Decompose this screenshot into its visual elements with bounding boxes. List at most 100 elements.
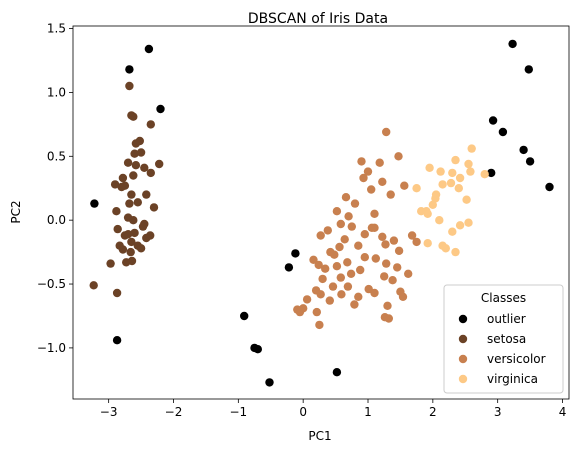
point-versicolor-51: [337, 290, 346, 299]
legend: Classes outlier setosa versicolor virginica: [443, 284, 564, 394]
point-versicolor-17: [360, 230, 369, 239]
point-virginica-27: [431, 194, 440, 203]
point-setosa-13: [117, 182, 126, 192]
point-setosa-2: [129, 112, 138, 121]
point-virginica-18: [435, 216, 444, 225]
point-setosa-6: [136, 148, 146, 157]
point-versicolor-20: [316, 231, 325, 240]
point-versicolor-39: [318, 274, 327, 284]
point-setosa-10: [129, 171, 138, 180]
point-versicolor-7: [359, 173, 368, 183]
point-versicolor-56: [325, 296, 334, 305]
point-versicolor-26: [381, 240, 390, 249]
point-virginica-6: [455, 173, 465, 183]
point-versicolor-0: [382, 127, 391, 137]
point-versicolor-2: [375, 158, 384, 167]
point-virginica-8: [438, 180, 447, 189]
point-setosa-39: [89, 281, 98, 290]
point-virginica-1: [451, 155, 460, 165]
y-tick-label: −1.0: [37, 341, 66, 355]
point-outlier-11: [332, 368, 342, 377]
point-versicolor-5: [363, 167, 373, 176]
point-versicolor-46: [328, 282, 338, 291]
point-versicolor-6: [378, 177, 387, 186]
legend-label-virginica: virginica: [487, 372, 538, 386]
point-outlier-13: [498, 127, 508, 137]
point-virginica-7: [446, 178, 456, 188]
point-setosa-15: [146, 168, 155, 178]
point-versicolor-1: [394, 152, 403, 161]
point-versicolor-28: [394, 246, 404, 255]
point-versicolor-49: [388, 276, 397, 285]
point-versicolor-52: [354, 292, 363, 301]
point-versicolor-19: [340, 235, 349, 244]
point-outlier-3: [90, 199, 99, 208]
point-outlier-18: [545, 182, 554, 192]
point-versicolor-37: [382, 259, 391, 268]
point-setosa-38: [112, 288, 122, 298]
point-versicolor-8: [367, 185, 376, 194]
point-outlier-12: [488, 116, 498, 125]
legend-marker-outlier: [458, 314, 468, 324]
point-virginica-22: [423, 239, 432, 248]
point-setosa-16: [127, 190, 136, 199]
legend-marker-setosa: [458, 334, 468, 344]
point-versicolor-24: [378, 232, 387, 241]
point-setosa-7: [146, 120, 155, 129]
point-setosa-0: [125, 81, 134, 91]
point-virginica-20: [455, 221, 465, 230]
point-virginica-0: [467, 144, 476, 153]
y-tick-label: 1.0: [47, 85, 66, 99]
x-axis-label: PC1: [308, 429, 331, 443]
point-versicolor-14: [336, 219, 345, 229]
point-outlier-10: [291, 249, 300, 258]
point-setosa-34: [142, 233, 151, 243]
point-versicolor-29: [412, 237, 421, 247]
point-setosa-25: [113, 224, 122, 234]
point-versicolor-4: [400, 181, 409, 190]
point-virginica-26: [422, 207, 431, 216]
x-axis: −3 −2 −1 0 1 2 3 4: [100, 399, 567, 419]
y-tick-label: 1.5: [47, 22, 66, 36]
point-versicolor-53: [370, 288, 379, 298]
point-setosa-36: [127, 256, 137, 266]
point-outlier-4: [112, 336, 122, 345]
point-versicolor-44: [404, 269, 413, 278]
point-versicolor-3: [357, 157, 366, 166]
point-outlier-7: [253, 345, 262, 354]
point-versicolor-27: [407, 231, 417, 240]
point-virginica-2: [425, 163, 434, 172]
point-versicolor-18: [323, 226, 332, 235]
point-versicolor-31: [314, 260, 323, 270]
points-layer: [89, 39, 554, 387]
point-setosa-8: [155, 159, 164, 169]
point-virginica-4: [464, 159, 473, 169]
point-outlier-1: [125, 65, 134, 74]
y-tick-label: 0.5: [47, 149, 66, 163]
point-versicolor-47: [343, 282, 353, 291]
point-setosa-44: [138, 222, 148, 231]
x-tick-label: 1: [364, 405, 372, 419]
point-versicolor-30: [309, 255, 318, 264]
point-virginica-11: [454, 184, 463, 193]
point-virginica-5: [448, 168, 457, 178]
point-setosa-27: [130, 228, 139, 238]
point-setosa-5: [130, 149, 139, 158]
point-outlier-2: [156, 104, 165, 114]
y-tick-label: 0.0: [47, 213, 66, 227]
point-versicolor-55: [302, 295, 312, 304]
legend-label-versicolor: versicolor: [487, 352, 546, 366]
point-outlier-8: [265, 378, 274, 387]
x-tick-label: 4: [559, 405, 567, 419]
point-versicolor-10: [341, 193, 351, 202]
point-versicolor-15: [347, 222, 356, 231]
point-versicolor-12: [332, 207, 342, 216]
point-virginica-12: [466, 167, 475, 176]
point-setosa-42: [123, 230, 133, 239]
point-virginica-10: [412, 184, 421, 193]
point-outlier-5: [240, 311, 249, 321]
point-versicolor-36: [371, 254, 380, 263]
point-setosa-9: [123, 158, 133, 167]
